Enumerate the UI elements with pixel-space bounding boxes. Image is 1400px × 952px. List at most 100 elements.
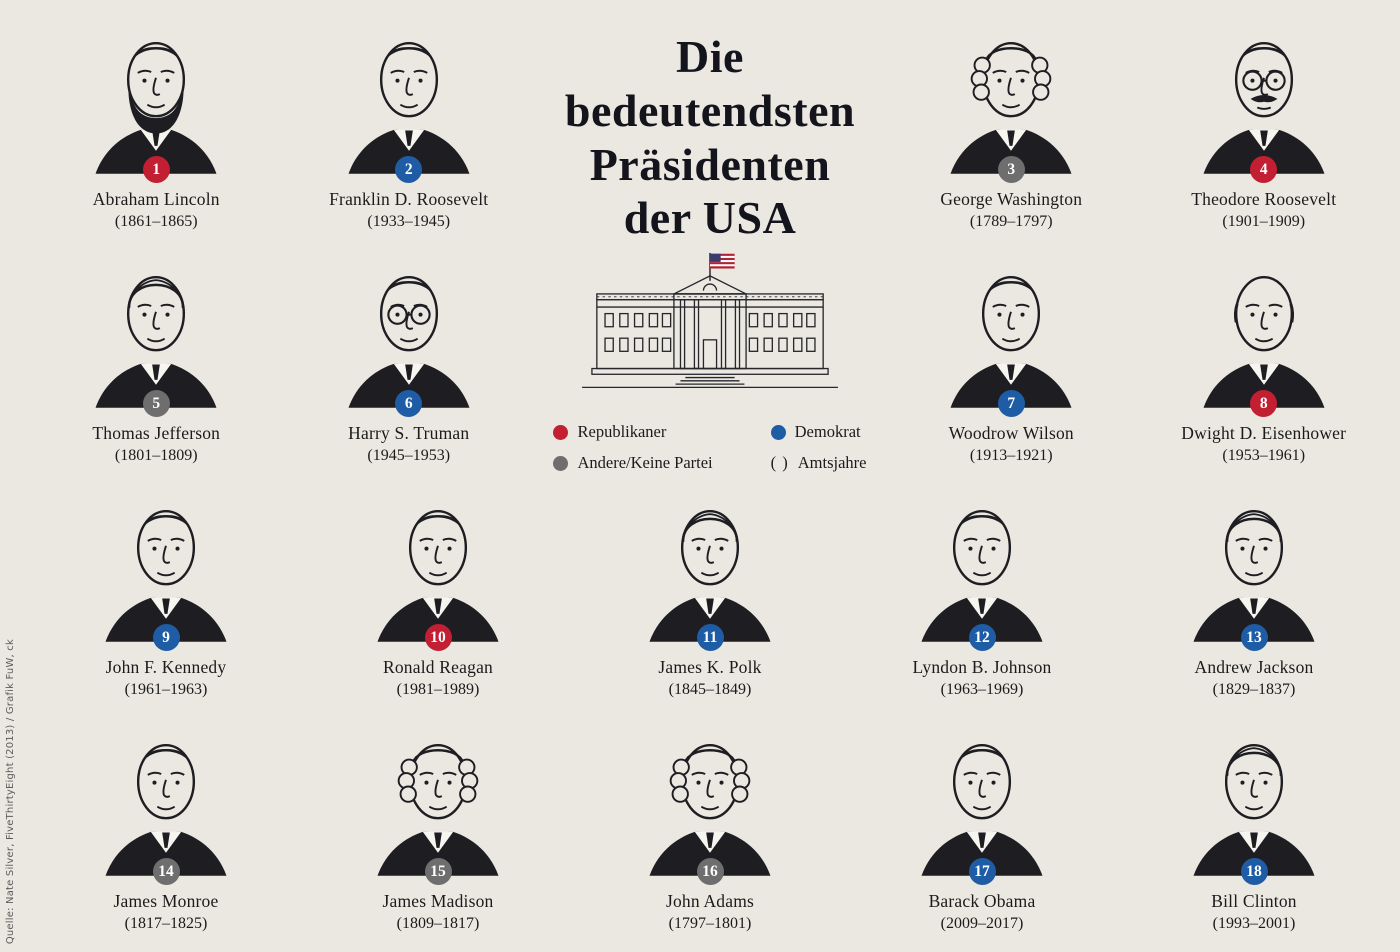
legend-label: Demokrat	[794, 422, 861, 441]
rank-badge: 11	[696, 624, 724, 651]
president-name: Barack Obama	[928, 891, 1036, 911]
president-card: 16 John Adams (1797–1801)	[574, 716, 846, 950]
president-years: (1945–1953)	[367, 447, 451, 464]
president-name: Franklin D. Roosevelt	[329, 189, 489, 209]
president-portrait-icon	[1192, 252, 1336, 408]
president-name: James Monroe	[113, 891, 219, 911]
president-portrait-icon	[910, 486, 1054, 642]
presidents-row1-right: 3 George Washington (1789–1797) 4 Theodo…	[885, 14, 1390, 248]
legend-item: Demokrat	[770, 422, 867, 442]
president-card: 18 Bill Clinton (1993–2001)	[1118, 716, 1390, 950]
president-years: (1829–1837)	[1212, 681, 1296, 698]
president-name: George Washington	[940, 189, 1083, 209]
rank-badge: 10	[424, 624, 452, 651]
party-legend: Republikaner Andere/Keine Partei Demokrat (…	[553, 422, 867, 473]
president-card: 3 George Washington (1789–1797)	[885, 14, 1138, 248]
president-portrait-icon	[910, 720, 1054, 876]
president-years: (1809–1817)	[396, 915, 480, 932]
presidents-row1-left: 1 Abraham Lincoln (1861–1865) 2 Franklin…	[30, 14, 535, 248]
rank-badge: 12	[968, 624, 996, 651]
president-years: (2009–2017)	[940, 915, 1024, 932]
president-name: James Madison	[382, 891, 494, 911]
rank-badge: 17	[968, 858, 996, 885]
rank-badge: 15	[424, 858, 452, 885]
rank-badge: 13	[1240, 624, 1268, 651]
president-portrait-icon	[366, 720, 510, 876]
president-portrait-icon	[84, 252, 228, 408]
center-illustration-cell: Republikaner Andere/Keine Partei Demokrat (…	[535, 248, 885, 482]
rank-badge: 1	[142, 156, 170, 183]
president-years: (1845–1849)	[668, 681, 752, 698]
president-card: 15 James Madison (1809–1817)	[302, 716, 574, 950]
president-years: (1913–1921)	[969, 447, 1053, 464]
president-card: 6 Harry S. Truman (1945–1953)	[283, 248, 536, 482]
president-card: 11 James K. Polk (1845–1849)	[574, 482, 846, 716]
source-credit: Quelle: Nate Silver, FiveThirtyEight (20…	[5, 638, 16, 944]
title-line: Die bedeutendsten	[564, 31, 856, 136]
rank-badge: 18	[1240, 858, 1268, 885]
legend-label: Amtsjahre	[797, 453, 867, 472]
president-years: (1901–1909)	[1222, 213, 1306, 230]
president-name: Bill Clinton	[1211, 891, 1297, 911]
rank-badge: 7	[997, 390, 1025, 417]
legend-item: ( ) Amtsjahre	[771, 453, 867, 473]
president-portrait-icon	[1192, 18, 1336, 174]
president-name: Dwight D. Eisenhower	[1181, 423, 1347, 443]
president-years: (1961–1963)	[124, 681, 208, 698]
president-portrait-icon	[939, 18, 1083, 174]
president-card: 17 Barack Obama (2009–2017)	[846, 716, 1118, 950]
president-years: (1861–1865)	[114, 213, 198, 230]
legend-label: Republikaner	[577, 422, 667, 441]
legend-label: Andere/Keine Partei	[577, 453, 713, 472]
president-name: Abraham Lincoln	[92, 189, 220, 209]
party-dot-icon	[553, 455, 569, 471]
president-name: Andrew Jackson	[1194, 657, 1314, 677]
party-dot-icon	[553, 424, 569, 440]
president-portrait-icon	[638, 486, 782, 642]
president-portrait-icon	[638, 720, 782, 876]
presidents-row2-left: 5 Thomas Jefferson (1801–1809) 6 Harry S…	[30, 248, 535, 482]
rank-badge: 2	[395, 156, 423, 183]
party-dot-icon	[770, 424, 786, 440]
president-name: Woodrow Wilson	[948, 423, 1074, 443]
president-portrait-icon	[84, 18, 228, 174]
legend-item: Republikaner	[553, 422, 712, 442]
president-card: 1 Abraham Lincoln (1861–1865)	[30, 14, 283, 248]
president-years: (1963–1969)	[940, 681, 1024, 698]
page-title: Die bedeutendsten Präsidenten der USA	[535, 14, 885, 248]
president-name: John Adams	[665, 891, 755, 911]
president-card: 5 Thomas Jefferson (1801–1809)	[30, 248, 283, 482]
title-line: Präsidenten	[589, 138, 831, 190]
rank-badge: 16	[696, 858, 724, 885]
president-name: Theodore Roosevelt	[1191, 189, 1337, 209]
rank-badge: 14	[152, 858, 180, 885]
president-years: (1801–1809)	[114, 447, 198, 464]
presidents-row2-right: 7 Woodrow Wilson (1913–1921) 8 Dwight D.…	[885, 248, 1390, 482]
president-years: (1953–1961)	[1222, 447, 1306, 464]
infographic-grid: 1 Abraham Lincoln (1861–1865) 2 Franklin…	[30, 14, 1390, 950]
president-name: John F. Kennedy	[105, 657, 227, 677]
president-portrait-icon	[337, 252, 481, 408]
us-flag-icon	[709, 252, 735, 281]
president-name: Thomas Jefferson	[92, 423, 221, 443]
rank-badge: 4	[1250, 156, 1278, 183]
president-years: (1789–1797)	[969, 213, 1053, 230]
parentheses-symbol: ( )	[770, 453, 789, 472]
rank-badge: 5	[142, 390, 170, 417]
president-name: James K. Polk	[658, 657, 762, 677]
president-card: 9 John F. Kennedy (1961–1963)	[30, 482, 302, 716]
president-card: 13 Andrew Jackson (1829–1837)	[1118, 482, 1390, 716]
rank-badge: 8	[1250, 390, 1278, 417]
president-card: 4 Theodore Roosevelt (1901–1909)	[1138, 14, 1391, 248]
white-house-building	[582, 275, 838, 389]
president-name: Lyndon B. Johnson	[912, 657, 1052, 677]
president-name: Ronald Reagan	[382, 657, 493, 677]
legend-item: Andere/Keine Partei	[553, 453, 713, 473]
president-portrait-icon	[1182, 486, 1326, 642]
president-name: Harry S. Truman	[348, 423, 470, 443]
rank-badge: 3	[997, 156, 1025, 183]
president-card: 12 Lyndon B. Johnson (1963–1969)	[846, 482, 1118, 716]
president-card: 2 Franklin D. Roosevelt (1933–1945)	[283, 14, 536, 248]
president-years: (1817–1825)	[124, 915, 208, 932]
president-card: 10 Ronald Reagan (1981–1989)	[302, 482, 574, 716]
